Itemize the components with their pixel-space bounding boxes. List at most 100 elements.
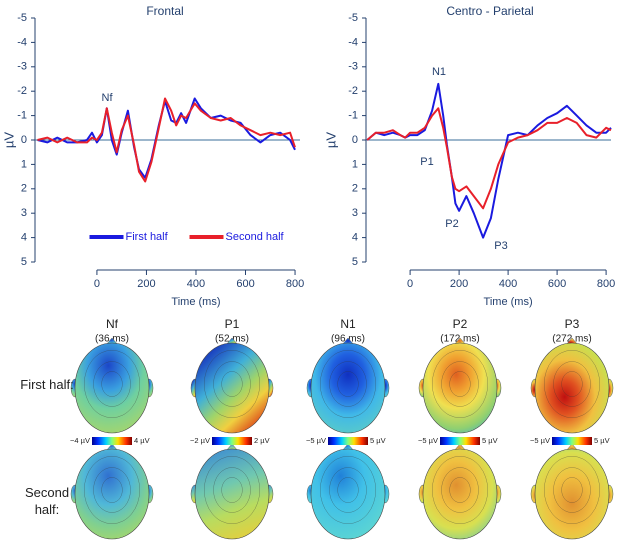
contour <box>432 350 488 418</box>
component-name: Nf <box>106 317 119 331</box>
contour <box>101 477 123 503</box>
colorbar-min: −4 µV <box>70 436 90 445</box>
contour <box>320 456 376 524</box>
series-line <box>366 107 612 210</box>
head-map <box>530 337 614 434</box>
y-tick-label: -5 <box>348 12 358 24</box>
y-tick-label: -3 <box>348 61 358 73</box>
chart-title: Frontal <box>146 4 183 18</box>
x-tick-label: 400 <box>499 278 517 290</box>
colorbar-max: 5 µV <box>594 436 610 445</box>
contour <box>441 467 479 513</box>
x-tick-label: 600 <box>548 278 566 290</box>
annotation: P1 <box>420 156 433 168</box>
colorbar-min: −5 µV <box>530 436 550 445</box>
y-tick-label: 3 <box>21 207 27 219</box>
component-name: N1 <box>340 317 356 331</box>
annotation: N1 <box>432 66 446 78</box>
y-tick-label: 5 <box>21 256 27 268</box>
head-map <box>190 443 274 540</box>
head-map <box>418 443 502 540</box>
component-name: P1 <box>225 317 240 331</box>
y-axis-label: µV <box>1 132 16 148</box>
scalp <box>534 342 610 434</box>
x-tick-label: 0 <box>407 278 413 290</box>
contour <box>544 456 600 524</box>
x-tick-label: 800 <box>597 278 615 290</box>
colorbar <box>92 437 132 445</box>
colorbar-min: −5 µV <box>418 436 438 445</box>
x-tick-label: 600 <box>236 278 254 290</box>
contour <box>84 350 140 418</box>
row-label: Second half: <box>24 485 70 517</box>
y-tick-label: -4 <box>348 36 358 48</box>
contour <box>329 361 367 407</box>
contour <box>93 361 131 407</box>
contour <box>449 477 471 503</box>
contour <box>432 456 488 524</box>
legend-label: Second half <box>226 231 285 243</box>
y-tick-label: -1 <box>348 110 358 122</box>
y-tick-label: -2 <box>348 85 358 97</box>
series-line <box>37 97 296 183</box>
colorbar-max: 2 µV <box>254 436 270 445</box>
head-map <box>190 337 274 434</box>
annotation: Nf <box>102 92 114 104</box>
head-map <box>70 337 154 434</box>
contour <box>221 477 243 503</box>
contour <box>93 467 131 513</box>
x-axis-label: Time (ms) <box>484 296 533 308</box>
x-tick-label: 800 <box>286 278 304 290</box>
scalp <box>194 448 270 540</box>
legend-label: First half <box>126 231 169 243</box>
contour <box>204 456 260 524</box>
y-tick-label: 1 <box>352 158 358 170</box>
y-axis-label: µV <box>323 132 338 148</box>
y-tick-label: 4 <box>21 232 27 244</box>
colorbar-max: 5 µV <box>482 436 498 445</box>
scalp <box>74 342 150 434</box>
y-tick-label: -5 <box>17 12 27 24</box>
y-tick-label: -1 <box>17 110 27 122</box>
head-map <box>418 337 502 434</box>
y-tick-label: 0 <box>352 134 358 146</box>
y-tick-label: -2 <box>17 85 27 97</box>
head-map <box>306 443 390 540</box>
colorbar-min: −2 µV <box>190 436 210 445</box>
x-tick-label: 400 <box>187 278 205 290</box>
x-tick-label: 200 <box>137 278 155 290</box>
scalp <box>534 448 610 540</box>
chart-title: Centro - Parietal <box>446 4 533 18</box>
contour <box>553 467 591 513</box>
y-tick-label: 0 <box>21 134 27 146</box>
annotation: P3 <box>494 240 507 252</box>
component-name: P3 <box>565 317 580 331</box>
colorbar-max: 5 µV <box>370 436 386 445</box>
contour <box>553 361 591 407</box>
scalp <box>310 448 386 540</box>
colorbar <box>440 437 480 445</box>
head-map <box>70 443 154 540</box>
x-tick-label: 200 <box>450 278 468 290</box>
contour <box>337 477 359 503</box>
contour <box>84 456 140 524</box>
y-tick-label: 2 <box>352 183 358 195</box>
scalp <box>310 342 386 434</box>
contour <box>544 350 600 418</box>
contour <box>561 371 583 397</box>
series-line <box>37 97 296 179</box>
contour <box>320 350 376 418</box>
colorbar <box>212 437 252 445</box>
x-tick-label: 0 <box>94 278 100 290</box>
y-tick-label: 2 <box>21 183 27 195</box>
head-map <box>530 443 614 540</box>
x-axis-label: Time (ms) <box>171 296 220 308</box>
y-tick-label: 5 <box>352 256 358 268</box>
contour <box>213 361 251 407</box>
scalp <box>74 448 150 540</box>
colorbar-min: −5 µV <box>306 436 326 445</box>
contour <box>204 350 260 418</box>
y-tick-label: 4 <box>352 232 358 244</box>
colorbar-max: 4 µV <box>134 436 150 445</box>
